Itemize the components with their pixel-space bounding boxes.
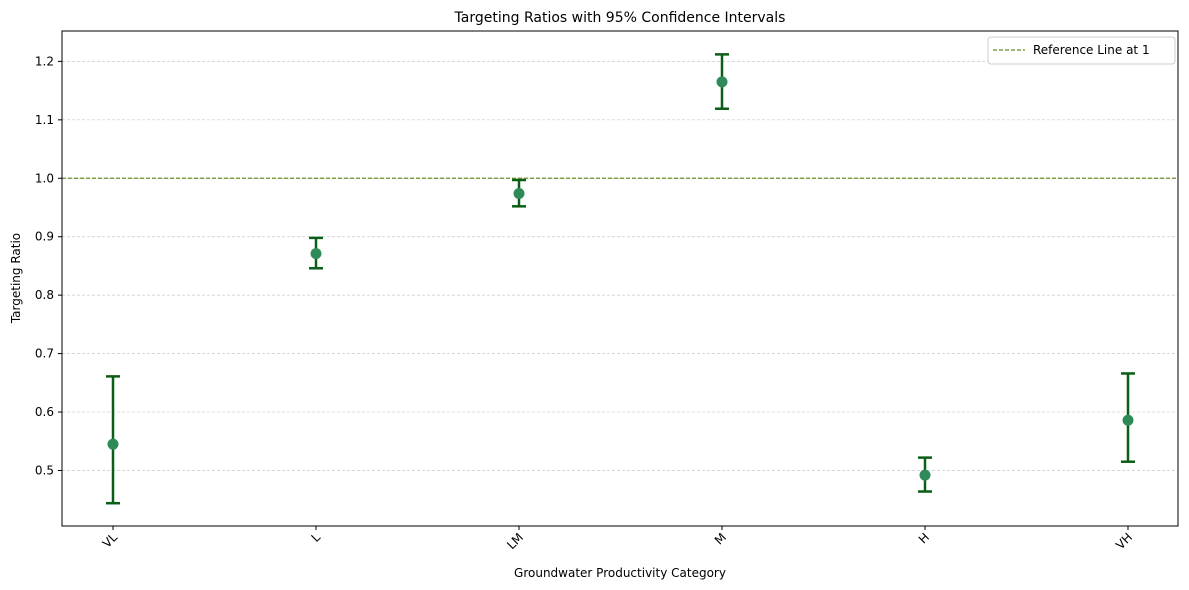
x-tick-label-vl: VL: [100, 530, 121, 551]
plot-frame: [61, 30, 1179, 527]
data-point-vh: [1122, 414, 1134, 426]
x-tick-label-h: H: [916, 530, 932, 546]
y-tick-label: 0.6: [35, 405, 54, 419]
y-tick-label: 0.5: [35, 463, 54, 477]
data-point-m: [716, 76, 728, 88]
y-tick-label: 0.9: [35, 230, 54, 244]
y-axis-label: Targeting Ratio: [9, 233, 23, 324]
data-point-lm: [513, 187, 525, 199]
axis-layer: 0.5 0.6 0.7 0.8 0.9 1.0 1.1 1.2 VL L LM M H VH: [35, 54, 1135, 552]
chart-title: Targeting Ratios with 95% Confidence Int…: [454, 10, 786, 26]
data-point-l: [310, 248, 322, 260]
y-tick-label: 0.7: [35, 347, 54, 361]
y-tick-label: 1.1: [35, 113, 54, 127]
grid-lines: [62, 61, 1178, 471]
x-tick-label-m: M: [712, 530, 729, 547]
legend-label-reference-line: Reference Line at 1: [1033, 43, 1150, 57]
data-layer: [106, 53, 1135, 505]
x-tick-label-lm: LM: [504, 530, 526, 552]
data-point-h: [919, 469, 931, 481]
x-tick-label-vh: VH: [1113, 530, 1135, 552]
legend: Reference Line at 1: [987, 36, 1176, 65]
y-tick-label: 1.0: [35, 171, 54, 185]
x-axis-label: Groundwater Productivity Category: [514, 566, 726, 580]
legend-box: [987, 36, 1176, 65]
x-tick-label-l: L: [308, 530, 323, 545]
y-tick-label: 1.2: [35, 54, 54, 68]
data-point-vl: [107, 438, 119, 450]
y-tick-label: 0.8: [35, 288, 54, 302]
